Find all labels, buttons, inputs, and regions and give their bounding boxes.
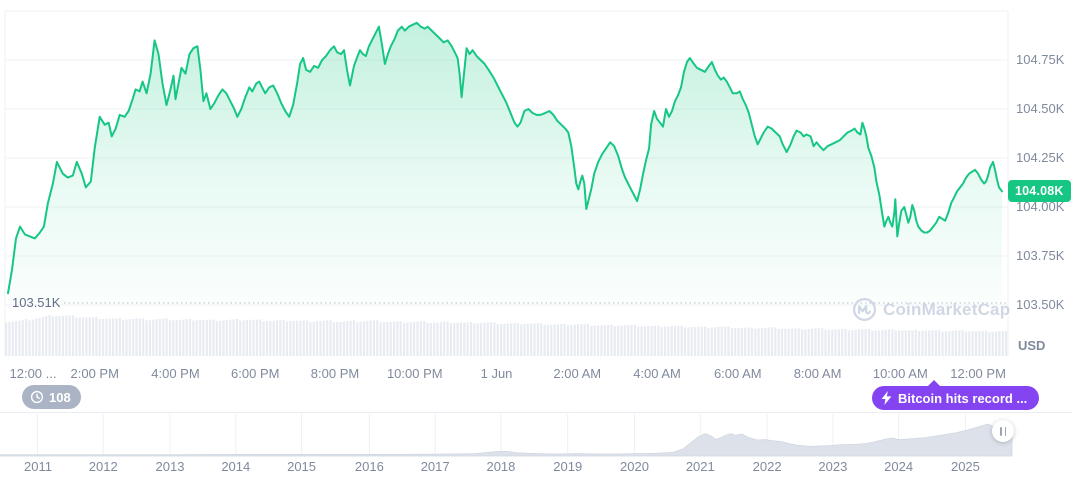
time-tick-label: 12:00 PM bbox=[950, 366, 1006, 381]
time-tick-label: 2:00 AM bbox=[553, 366, 602, 381]
navigator-year-label: 2017 bbox=[420, 459, 450, 474]
time-tick-label: 4:00 PM bbox=[151, 366, 200, 381]
navigator-year-label: 2016 bbox=[354, 459, 384, 474]
navigator-year-label: 2023 bbox=[818, 459, 848, 474]
history-clock-icon bbox=[30, 390, 44, 404]
time-tick-label: 6:00 AM bbox=[713, 366, 762, 381]
navigator-year-label: 2011 bbox=[24, 459, 52, 474]
navigator-year-label: 2019 bbox=[553, 459, 583, 474]
navigator-year-label: 2024 bbox=[884, 459, 914, 474]
time-tick-label: 12:00 ... bbox=[9, 366, 57, 381]
lightning-icon bbox=[881, 391, 892, 405]
navigator-year-label: 2020 bbox=[620, 459, 649, 474]
price-chart-plot[interactable]: 103.51K CoinMarketCap 12:00 ... 2:00 PM 4:… bbox=[0, 0, 1012, 381]
price-tick-label: 104.75K bbox=[1016, 52, 1065, 67]
timeline-navigator[interactable]: 2011 2012 2013 2014 2015 2016 2017 2018 2019 2020… bbox=[0, 412, 1072, 477]
price-tick-label: 104.50K bbox=[1016, 101, 1065, 116]
navigator-drag-handle[interactable] bbox=[992, 420, 1014, 442]
price-tick-label: 103.75K bbox=[1016, 248, 1065, 263]
current-price-badge: 104.08K bbox=[1008, 180, 1071, 202]
coinmarketcap-logo-icon bbox=[852, 297, 877, 322]
history-count-badge[interactable]: 108 bbox=[22, 385, 81, 409]
news-label: Bitcoin hits record ... bbox=[898, 390, 1028, 406]
price-tick-label: 104.00K bbox=[1016, 199, 1065, 214]
time-tick-label: 6:00 PM bbox=[231, 366, 280, 381]
time-tick-label: 10:00 PM bbox=[386, 366, 443, 381]
navigator-year-label: 2025 bbox=[950, 459, 980, 474]
time-tick-label: 8:00 AM bbox=[793, 366, 842, 381]
time-tick-label: 2:00 PM bbox=[70, 366, 119, 381]
price-chart-svg bbox=[4, 10, 1009, 356]
navigator-year-label: 2013 bbox=[155, 459, 185, 474]
navigator-year-label: 2018 bbox=[486, 459, 516, 474]
price-tick-label: 103.50K bbox=[1016, 297, 1065, 312]
time-tick-label: 1 Jun bbox=[480, 366, 513, 381]
navigator-year-label: 2012 bbox=[88, 459, 118, 474]
navigator-year-label: 2014 bbox=[221, 459, 251, 474]
low-price-label: 103.51K bbox=[12, 295, 61, 310]
price-tick-label: 104.25K bbox=[1016, 150, 1065, 165]
time-tick-label: 8:00 PM bbox=[310, 366, 360, 381]
currency-unit-label: USD bbox=[1018, 338, 1046, 353]
time-tick-label: 4:00 AM bbox=[633, 366, 681, 381]
navigator-year-label: 2015 bbox=[287, 459, 317, 474]
news-annotation-badge[interactable]: Bitcoin hits record ... bbox=[872, 380, 1040, 410]
coinmarketcap-watermark: CoinMarketCap bbox=[852, 297, 1010, 322]
time-tick-label: 10:00 AM bbox=[872, 366, 928, 381]
history-count: 108 bbox=[49, 389, 71, 405]
navigator-area-svg bbox=[0, 414, 1013, 457]
navigator-year-label: 2021 bbox=[685, 459, 715, 474]
navigator-year-label: 2022 bbox=[752, 459, 782, 474]
watermark-text: CoinMarketCap bbox=[883, 299, 1011, 319]
